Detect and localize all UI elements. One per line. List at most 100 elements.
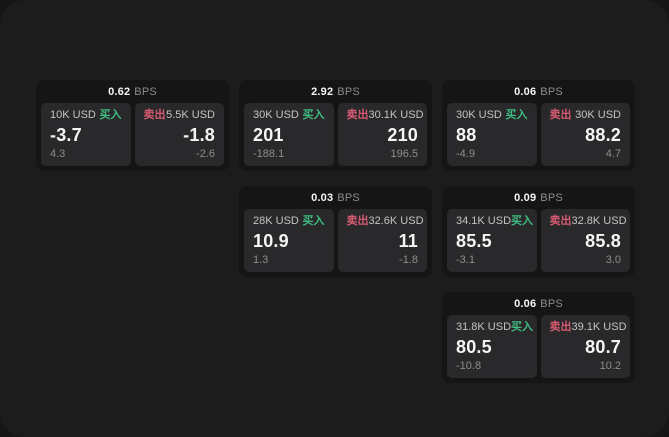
buy-panel-top-row: 30K USD 买入 [253,110,325,121]
sell-delta: 3.0 [605,254,621,266]
quote-card: 0.62 BPS 10K USD 买入 -3.7 4.3 卖出 5.5K USD… [36,80,229,171]
buy-tag: 买入 [302,109,325,121]
card-header: 2.92 BPS [244,80,427,103]
buy-tag: 买入 [511,321,534,333]
bps-unit-label: BPS [337,191,360,204]
buy-amount: 31.8K USD [456,321,512,333]
buy-price: -3.7 [50,125,82,145]
buy-amount: 34.1K USD [456,215,512,227]
bps-unit-label: BPS [540,297,563,310]
sell-delta: -2.6 [196,148,215,160]
quote-card: 0.09 BPS 34.1K USD 买入 85.5 -3.1 卖出 32.8K… [442,186,635,277]
sell-panel-top-row: 卖出 30K USD [550,110,622,121]
bps-unit-label: BPS [540,85,563,98]
buy-tag: 买入 [302,215,325,227]
sell-amount: 32.8K USD [571,215,627,227]
quote-card: 0.06 BPS 31.8K USD 买入 80.5 -10.8 卖出 39.1… [442,292,635,383]
buy-delta: -188.1 [253,148,285,160]
sell-price: 88.2 [585,125,621,145]
sell-panel-top-row: 卖出 30.1K USD [346,109,424,121]
buy-tag: 买入 [99,109,122,121]
sell-panel[interactable]: 卖出 39.1K USD 80.7 10.2 [540,315,630,378]
buy-panel[interactable]: 34.1K USD 买入 85.5 -3.1 [447,209,537,272]
sell-panel[interactable]: 卖出 32.8K USD 85.8 3.0 [540,209,630,272]
sell-panel-top-row: 卖出 39.1K USD [549,321,627,333]
buy-panel-top-row: 10K USD 买入 [50,110,122,121]
buy-tag: 买入 [505,109,528,121]
sell-delta: 10.2 [599,360,621,372]
buy-panel[interactable]: 31.8K USD 买入 80.5 -10.8 [447,315,537,378]
sell-price: 80.7 [585,337,621,357]
buy-panel-top-row: 30K USD 买入 [456,110,528,121]
sell-amount: 30K USD [575,109,621,121]
quote-card-grid: 0.62 BPS 10K USD 买入 -3.7 4.3 卖出 5.5K USD… [36,80,635,383]
buy-price: 88 [456,125,477,145]
quote-card: 0.03 BPS 28K USD 买入 10.9 1.3 卖出 32.6K US… [239,186,432,277]
bps-value: 0.06 [514,85,537,98]
buy-amount: 30K USD [456,109,502,121]
sell-price: -1.8 [183,125,215,145]
quote-panels: 34.1K USD 买入 85.5 -3.1 卖出 32.8K USD 85.8… [447,209,630,272]
quote-panels: 30K USD 买入 88 -4.9 卖出 30K USD 88.2 4.7 [447,103,630,166]
buy-delta: -10.8 [456,360,482,372]
sell-price: 85.8 [585,231,621,251]
buy-price: 85.5 [456,231,492,251]
buy-panel[interactable]: 30K USD 买入 201 -188.1 [244,103,334,166]
sell-price: 11 [398,231,418,251]
sell-tag: 卖出 [549,321,572,333]
bps-value: 0.03 [311,191,334,204]
sell-tag: 卖出 [549,109,572,121]
sell-panel[interactable]: 卖出 30K USD 88.2 4.7 [540,103,630,166]
buy-tag: 买入 [511,215,534,227]
sell-tag: 卖出 [346,109,369,121]
sell-panel[interactable]: 卖出 32.6K USD 11 -1.8 [337,209,427,272]
buy-price: 80.5 [456,337,492,357]
sell-panel-top-row: 卖出 5.5K USD [144,110,216,121]
quote-panels: 31.8K USD 买入 80.5 -10.8 卖出 39.1K USD 80.… [447,315,630,378]
sell-panel[interactable]: 卖出 5.5K USD -1.8 -2.6 [134,103,224,166]
sell-price: 210 [387,125,418,145]
bps-value: 0.62 [108,85,131,98]
buy-amount: 28K USD [253,215,299,227]
buy-price: 10.9 [253,231,289,251]
card-header: 0.06 BPS [447,292,630,315]
bps-value: 2.92 [311,85,334,98]
buy-amount: 10K USD [50,109,96,121]
sell-amount: 39.1K USD [571,321,627,333]
buy-delta: 4.3 [50,148,66,160]
sell-amount: 5.5K USD [166,109,215,121]
quote-panels: 30K USD 买入 201 -188.1 卖出 30.1K USD 210 1… [244,103,427,166]
buy-delta: 1.3 [253,254,269,266]
sell-panel[interactable]: 卖出 30.1K USD 210 196.5 [337,103,427,166]
card-header: 0.06 BPS [447,80,630,103]
sell-delta: 196.5 [390,148,418,160]
quote-card: 0.06 BPS 30K USD 买入 88 -4.9 卖出 30K USD 8… [442,80,635,171]
bps-unit-label: BPS [540,191,563,204]
buy-panel[interactable]: 10K USD 买入 -3.7 4.3 [41,103,131,166]
quote-card: 2.92 BPS 30K USD 买入 201 -188.1 卖出 30.1K … [239,80,432,171]
buy-delta: -4.9 [456,148,475,160]
card-header: 0.62 BPS [41,80,224,103]
card-header: 0.09 BPS [447,186,630,209]
sell-delta: -1.8 [399,254,418,266]
quote-panels: 28K USD 买入 10.9 1.3 卖出 32.6K USD 11 -1.8 [244,209,427,272]
bps-unit-label: BPS [337,85,360,98]
sell-panel-top-row: 卖出 32.6K USD [347,216,424,227]
buy-panel[interactable]: 30K USD 买入 88 -4.9 [447,103,537,166]
buy-panel-top-row: 28K USD 买入 [253,216,325,227]
sell-amount: 30.1K USD [368,109,424,121]
buy-panel-top-row: 34.1K USD 买入 [456,215,533,227]
bps-value: 0.09 [514,191,537,204]
buy-delta: -3.1 [456,254,475,266]
sell-tag: 卖出 [549,215,572,227]
buy-panel-top-row: 31.8K USD 买入 [456,321,533,333]
sell-panel-top-row: 卖出 32.8K USD [549,215,627,227]
buy-amount: 30K USD [253,109,299,121]
card-header: 0.03 BPS [244,186,427,209]
buy-panel[interactable]: 28K USD 买入 10.9 1.3 [244,209,334,272]
sell-delta: 4.7 [605,148,621,160]
buy-price: 201 [253,125,284,145]
bps-unit-label: BPS [134,85,157,98]
sell-tag: 卖出 [143,109,166,121]
bps-value: 0.06 [514,297,537,310]
